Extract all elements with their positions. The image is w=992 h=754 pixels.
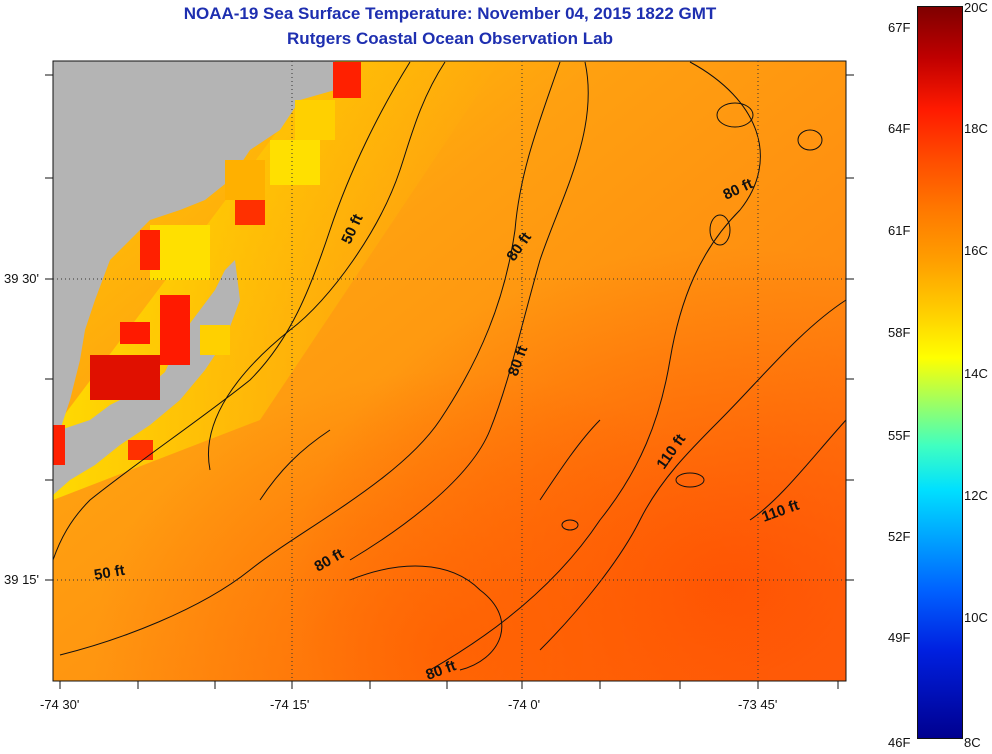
- lon-tick-label: -73 45': [738, 697, 778, 712]
- lat-tick-label: 39 30': [4, 271, 40, 286]
- colorbar-c-label: 16C: [964, 243, 988, 258]
- map-frame: [52, 60, 847, 682]
- temperature-colorbar: [917, 6, 963, 739]
- map-subtitle: Rutgers Coastal Ocean Observation Lab: [287, 29, 613, 48]
- contour-label: 50 ft: [93, 562, 126, 584]
- colorbar-c-label: 20C: [964, 0, 988, 15]
- lon-tick-label: -74 0': [508, 697, 541, 712]
- lon-tick-label: -74 30': [40, 697, 80, 712]
- colorbar-f-label: 67F: [888, 20, 911, 35]
- colorbar-f-label: 46F: [888, 735, 911, 750]
- colorbar-c-label: 10C: [964, 610, 988, 625]
- land-area: [53, 61, 335, 440]
- colorbar-c-label: 18C: [964, 121, 988, 136]
- colorbar-f-label: 61F: [888, 223, 911, 238]
- colorbar-c-label: 12C: [964, 488, 988, 503]
- colorbar-f-label: 49F: [888, 630, 911, 645]
- map-title: NOAA-19 Sea Surface Temperature: Novembe…: [183, 4, 717, 23]
- graticule: [53, 61, 846, 681]
- lat-tick-label: 39 15': [4, 572, 40, 587]
- depth-contours: [52, 61, 847, 671]
- colorbar-c-label: 8C: [964, 735, 981, 750]
- colorbar-f-label: 64F: [888, 121, 911, 136]
- colorbar-f-label: 55F: [888, 428, 911, 443]
- colorbar-c-label: 14C: [964, 366, 988, 381]
- colorbar-f-label: 58F: [888, 325, 911, 340]
- lon-tick-label: -74 15': [270, 697, 310, 712]
- coastal-warm-pixels: [53, 62, 361, 465]
- axis-ticks: [45, 74, 854, 689]
- colorbar-f-label: 52F: [888, 529, 911, 544]
